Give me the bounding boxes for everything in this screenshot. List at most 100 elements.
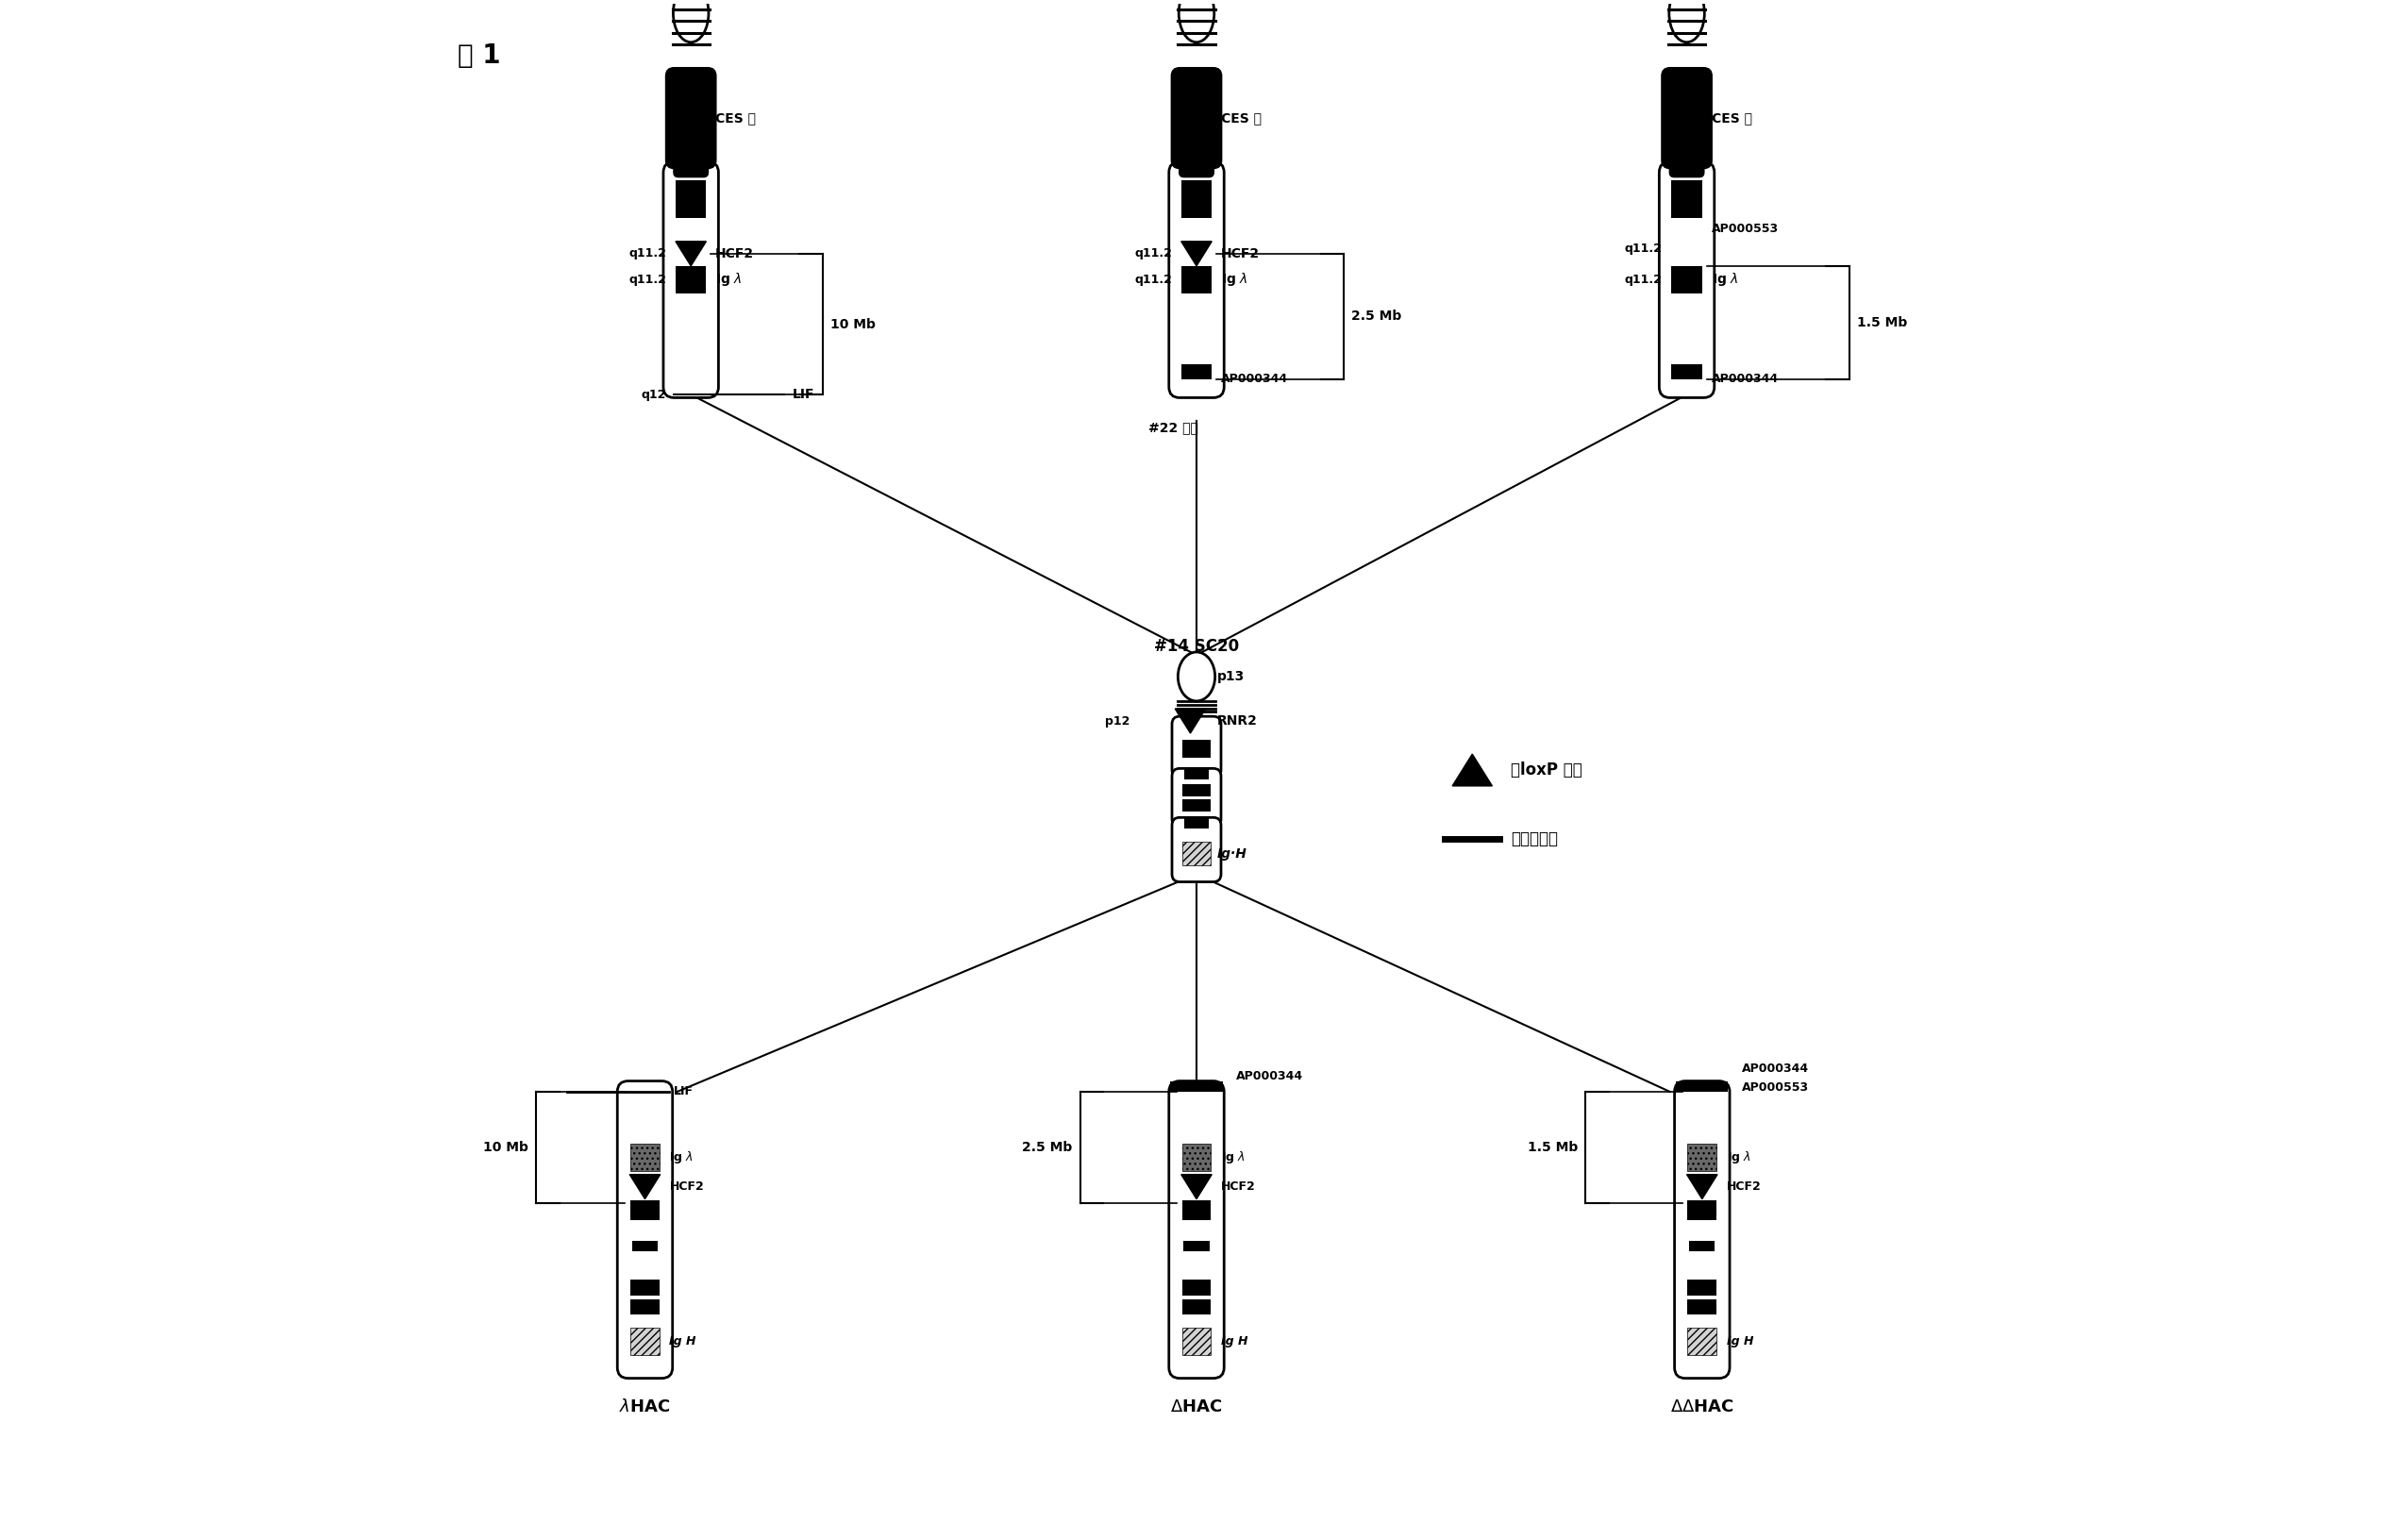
Text: q12: q12 bbox=[641, 388, 665, 400]
Bar bbox=[1170, 1081, 1223, 1092]
Ellipse shape bbox=[1180, 0, 1213, 42]
FancyBboxPatch shape bbox=[1658, 162, 1713, 397]
FancyBboxPatch shape bbox=[1173, 68, 1220, 168]
FancyBboxPatch shape bbox=[617, 1081, 672, 1378]
Bar bbox=[1182, 1201, 1211, 1220]
Text: Ig H: Ig H bbox=[670, 1335, 696, 1348]
Bar bbox=[1182, 266, 1211, 294]
Text: HCF2: HCF2 bbox=[670, 1181, 704, 1194]
Text: HCF2: HCF2 bbox=[716, 246, 754, 260]
Text: RNR2: RNR2 bbox=[1216, 715, 1256, 727]
Text: Ig $\lambda$: Ig $\lambda$ bbox=[716, 271, 742, 288]
Text: q11.2: q11.2 bbox=[1625, 243, 1663, 256]
Polygon shape bbox=[1687, 1175, 1718, 1200]
Bar bbox=[1185, 818, 1208, 829]
Bar bbox=[675, 180, 706, 219]
FancyBboxPatch shape bbox=[663, 162, 718, 397]
Bar bbox=[1182, 1327, 1211, 1355]
Text: 2.5 Mb: 2.5 Mb bbox=[1022, 1141, 1072, 1155]
Bar bbox=[1687, 1300, 1716, 1315]
Ellipse shape bbox=[672, 0, 708, 42]
Text: Ig $\lambda$: Ig $\lambda$ bbox=[1220, 271, 1249, 288]
FancyBboxPatch shape bbox=[1663, 68, 1711, 168]
Text: HCF2: HCF2 bbox=[1220, 1181, 1256, 1194]
Bar bbox=[1687, 1327, 1716, 1355]
Text: CES 等: CES 等 bbox=[1220, 111, 1261, 125]
Polygon shape bbox=[1182, 1175, 1211, 1200]
Text: 10 Mb: 10 Mb bbox=[483, 1141, 529, 1155]
Text: #22 片段: #22 片段 bbox=[1149, 420, 1199, 434]
FancyBboxPatch shape bbox=[1173, 716, 1220, 778]
Text: ；端粒平端: ；端粒平端 bbox=[1510, 830, 1558, 847]
Bar bbox=[629, 1144, 660, 1172]
Text: Ig H: Ig H bbox=[1728, 1335, 1754, 1348]
Polygon shape bbox=[675, 242, 706, 266]
Text: LIF: LIF bbox=[792, 388, 814, 402]
Bar bbox=[1182, 1300, 1211, 1315]
FancyBboxPatch shape bbox=[665, 68, 716, 168]
FancyBboxPatch shape bbox=[1675, 1081, 1730, 1378]
Text: Ig $\lambda$: Ig $\lambda$ bbox=[1220, 1149, 1247, 1166]
Text: AP000553: AP000553 bbox=[1742, 1081, 1809, 1093]
Text: q11.2: q11.2 bbox=[629, 274, 665, 286]
FancyBboxPatch shape bbox=[1168, 162, 1225, 397]
Text: 2.5 Mb: 2.5 Mb bbox=[1352, 310, 1402, 323]
Bar bbox=[1182, 842, 1211, 865]
Polygon shape bbox=[1182, 242, 1211, 266]
Polygon shape bbox=[1175, 708, 1206, 733]
Bar bbox=[1689, 1241, 1716, 1252]
Bar bbox=[1687, 1144, 1716, 1172]
Bar bbox=[1687, 1201, 1716, 1220]
Bar bbox=[1185, 768, 1208, 779]
Text: #14 SC20: #14 SC20 bbox=[1153, 638, 1240, 654]
Bar bbox=[1687, 1280, 1716, 1295]
Text: CES 等: CES 等 bbox=[1711, 111, 1752, 125]
Ellipse shape bbox=[1668, 0, 1704, 42]
FancyBboxPatch shape bbox=[1173, 768, 1220, 827]
Bar bbox=[629, 1327, 660, 1355]
Bar bbox=[1185, 1241, 1208, 1252]
Text: q11.2: q11.2 bbox=[629, 248, 665, 260]
Bar bbox=[675, 266, 706, 294]
Text: q11.2: q11.2 bbox=[1134, 274, 1173, 286]
Bar bbox=[1670, 266, 1701, 294]
Text: HCF2: HCF2 bbox=[1728, 1181, 1761, 1194]
FancyBboxPatch shape bbox=[675, 156, 708, 177]
Ellipse shape bbox=[1177, 651, 1216, 701]
Text: AP000553: AP000553 bbox=[1711, 223, 1778, 236]
Bar bbox=[1182, 363, 1211, 379]
Text: AP000344: AP000344 bbox=[1742, 1063, 1809, 1075]
Text: 图 1: 图 1 bbox=[457, 42, 500, 69]
Bar bbox=[1182, 180, 1211, 219]
FancyBboxPatch shape bbox=[1670, 156, 1704, 177]
Text: AP000344: AP000344 bbox=[1220, 373, 1287, 385]
Bar bbox=[1670, 180, 1701, 219]
FancyBboxPatch shape bbox=[1180, 156, 1213, 177]
Text: $\Delta\Delta$HAC: $\Delta\Delta$HAC bbox=[1670, 1398, 1735, 1415]
FancyBboxPatch shape bbox=[1168, 1081, 1225, 1378]
Text: CES 等: CES 等 bbox=[716, 111, 756, 125]
Polygon shape bbox=[1453, 755, 1493, 785]
Text: q11.2: q11.2 bbox=[1134, 248, 1173, 260]
Polygon shape bbox=[629, 1175, 660, 1200]
Text: $\lambda$HAC: $\lambda$HAC bbox=[620, 1398, 670, 1415]
Text: Ig $\lambda$: Ig $\lambda$ bbox=[670, 1149, 694, 1166]
Text: Ig $\lambda$: Ig $\lambda$ bbox=[1728, 1149, 1752, 1166]
Text: Ig H: Ig H bbox=[1220, 1335, 1247, 1348]
Bar bbox=[1182, 1280, 1211, 1295]
Text: $\Delta$HAC: $\Delta$HAC bbox=[1170, 1398, 1223, 1415]
Bar bbox=[1182, 799, 1211, 812]
Text: AP000344: AP000344 bbox=[1711, 373, 1778, 385]
Text: 1.5 Mb: 1.5 Mb bbox=[1857, 316, 1907, 330]
Text: AP000344: AP000344 bbox=[1237, 1070, 1304, 1083]
Text: 10 Mb: 10 Mb bbox=[830, 317, 876, 331]
Bar bbox=[629, 1201, 660, 1220]
Bar bbox=[1675, 1081, 1728, 1092]
Bar bbox=[629, 1280, 660, 1295]
Text: Ig·H: Ig·H bbox=[1216, 847, 1247, 861]
Text: LIF: LIF bbox=[675, 1086, 694, 1098]
Bar bbox=[1182, 739, 1211, 758]
Bar bbox=[1182, 784, 1211, 796]
Text: Ig $\lambda$: Ig $\lambda$ bbox=[1711, 271, 1737, 288]
Bar bbox=[1182, 1144, 1211, 1172]
